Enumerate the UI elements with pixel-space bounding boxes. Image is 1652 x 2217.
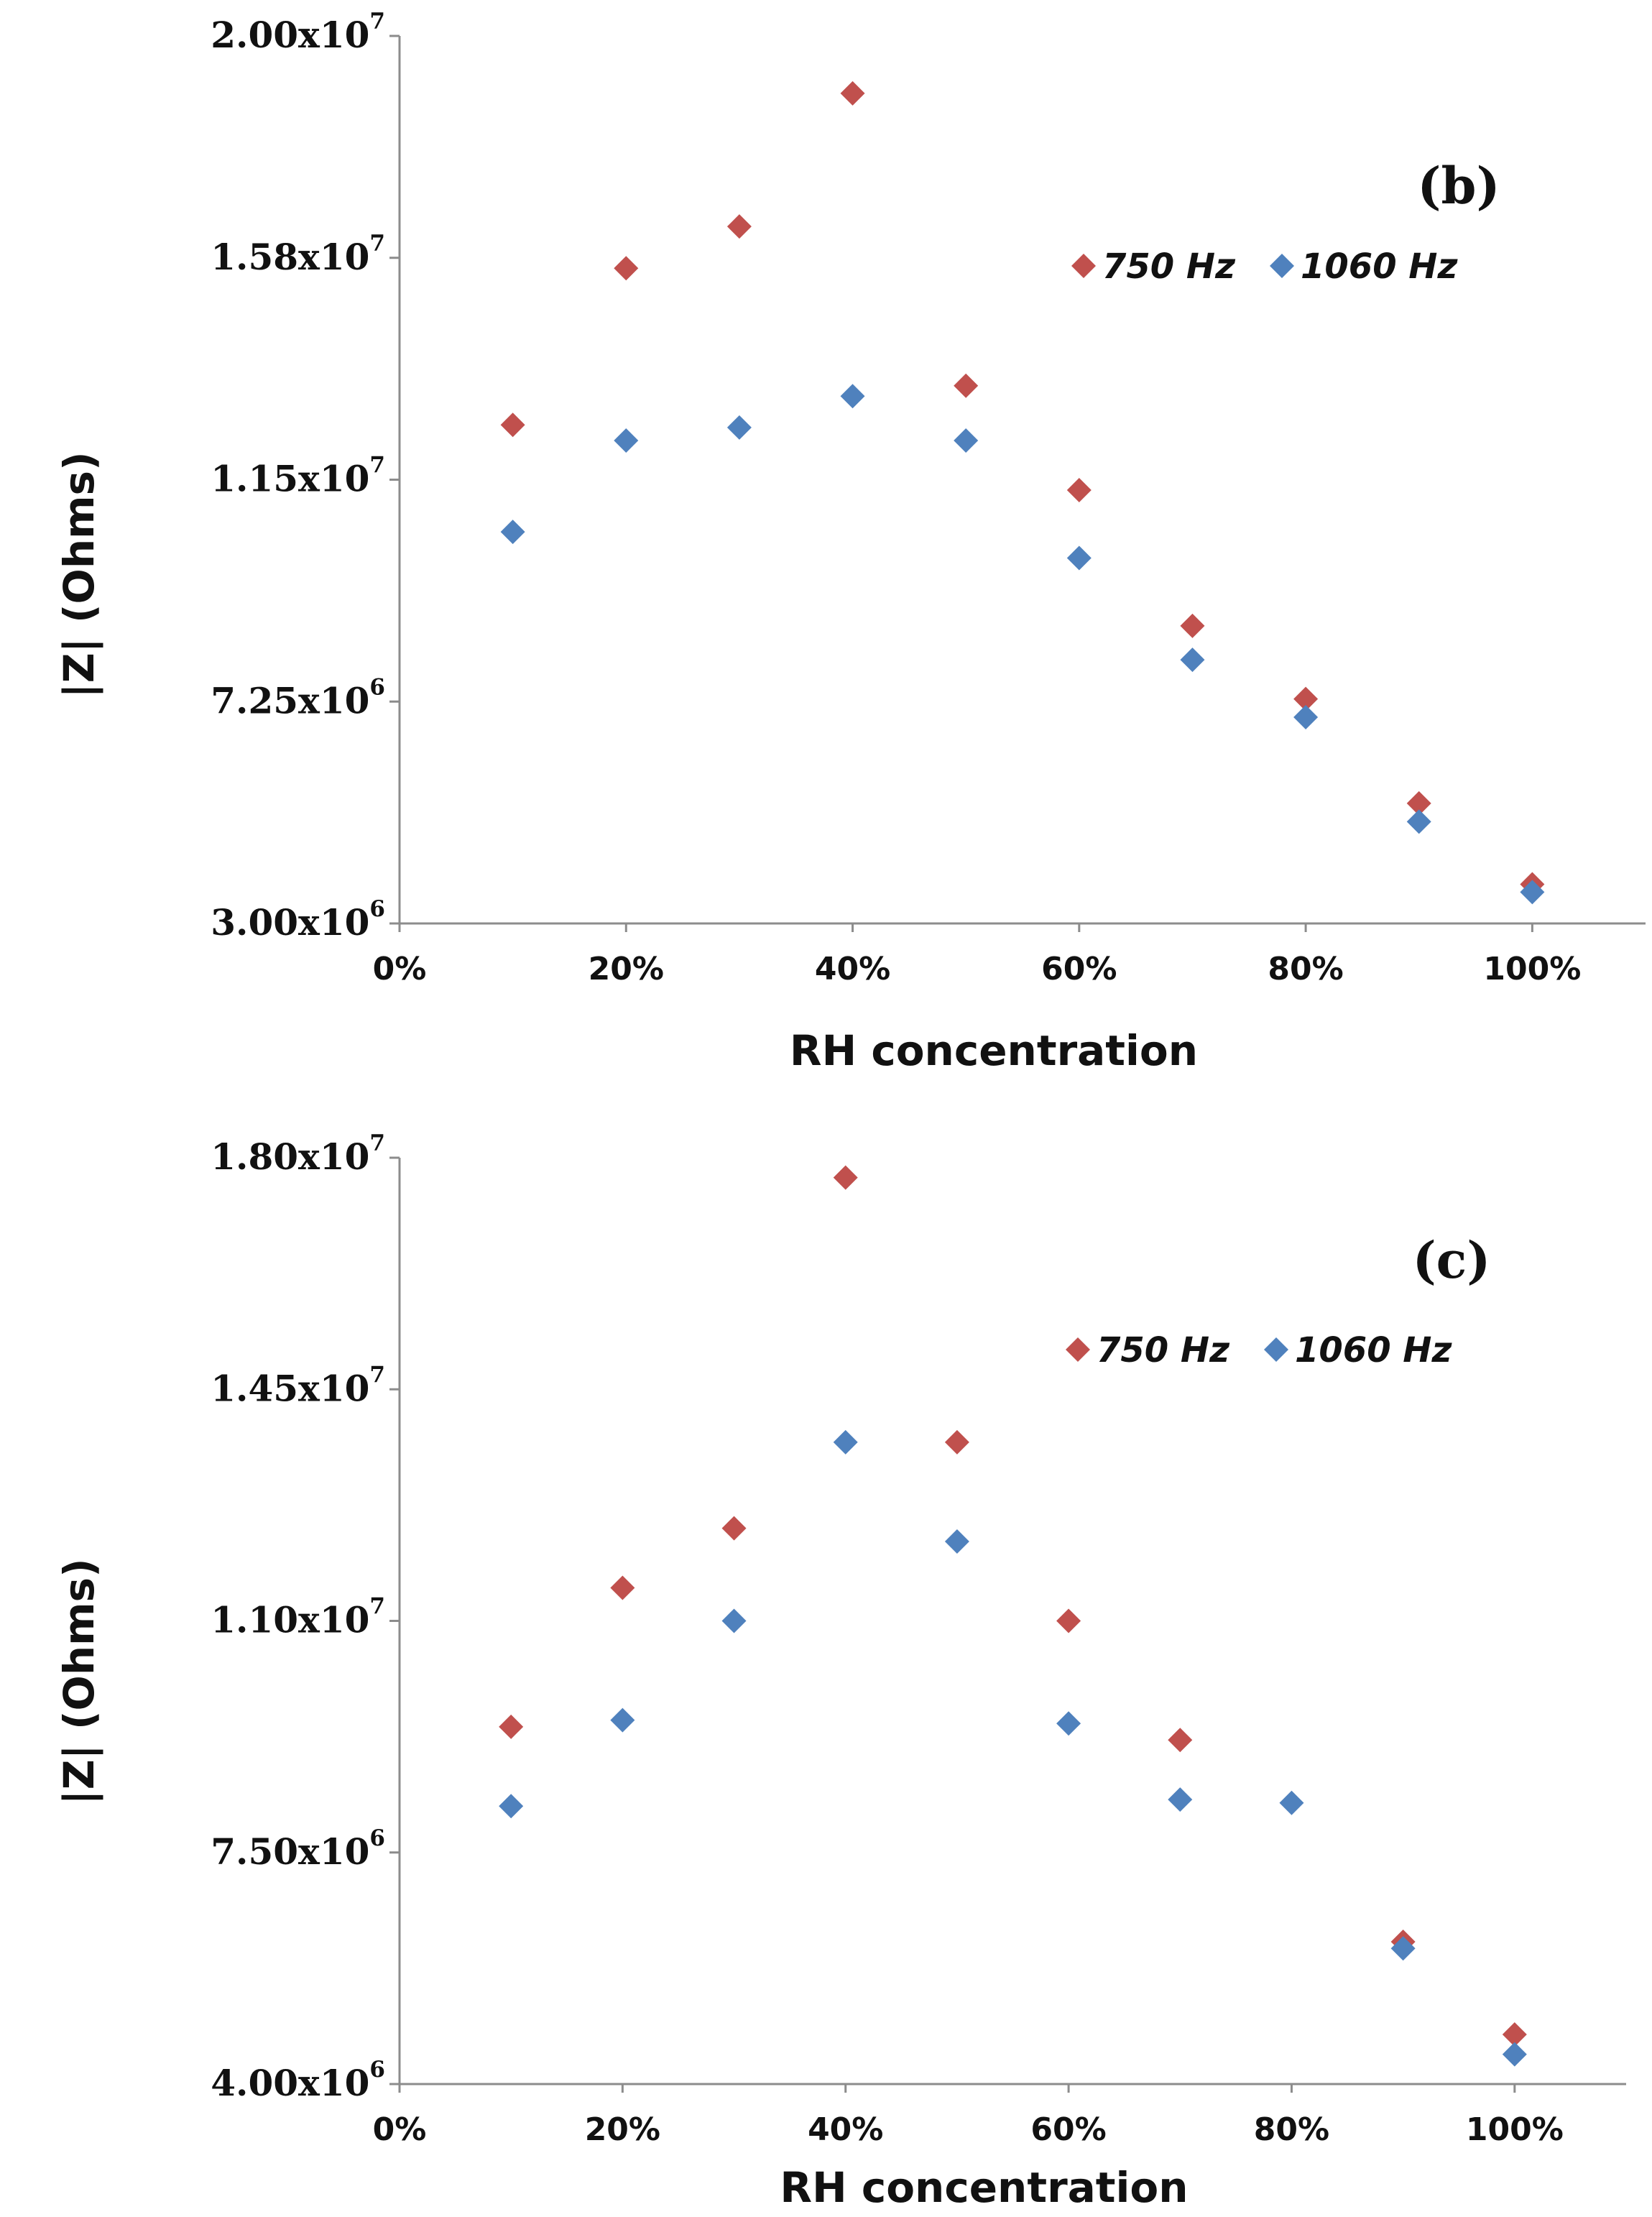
- panel-label: (b): [1417, 156, 1500, 216]
- data-point: [944, 1429, 969, 1455]
- series-1060-hz: [499, 1429, 1527, 2067]
- data-point: [833, 1429, 858, 1455]
- legend-marker: [1066, 1337, 1090, 1362]
- data-point: [1066, 478, 1092, 503]
- x-tick-label: 60%: [1041, 951, 1117, 987]
- data-point: [1390, 1936, 1416, 1961]
- x-tick-label: 100%: [1466, 2111, 1564, 2148]
- data-point: [1520, 880, 1545, 905]
- legend-marker: [1270, 254, 1294, 278]
- y-tick-label: 1.15x107: [211, 453, 385, 500]
- data-point: [1406, 809, 1431, 834]
- data-point: [726, 415, 752, 440]
- panel-label: (c): [1413, 1230, 1491, 1290]
- data-point: [954, 428, 979, 453]
- data-point: [954, 373, 979, 398]
- y-tick-label: 4.00x106: [211, 2057, 385, 2104]
- data-point: [1406, 791, 1431, 816]
- x-tick-label: 40%: [815, 951, 890, 987]
- data-point: [500, 412, 525, 438]
- series-1060-hz: [500, 384, 1545, 905]
- data-point: [499, 1794, 524, 1819]
- x-axis-title: RH concentration: [790, 1026, 1198, 1075]
- y-tick-label: 7.50x106: [211, 1825, 385, 1873]
- y-tick-label: 1.80x107: [211, 1130, 385, 1178]
- data-point: [840, 80, 865, 106]
- y-tick-label: 1.45x107: [211, 1362, 385, 1409]
- legend-marker: [1071, 254, 1096, 278]
- x-axis-title: RH concentration: [780, 2163, 1188, 2212]
- chart-panel-1: 4.00x106 7.50x106 1.10x107 1.45x107 1.80x107…: [55, 1130, 1626, 2212]
- data-point: [1168, 1787, 1193, 1812]
- x-tick-label: 0%: [373, 2111, 427, 2148]
- y-axis-title: |Z| (Ohms): [55, 451, 103, 698]
- data-point: [614, 428, 639, 453]
- x-tick-label: 80%: [1254, 2111, 1329, 2148]
- x-tick-label: 100%: [1483, 951, 1581, 987]
- data-point: [500, 520, 525, 545]
- y-axis-title: |Z| (Ohms): [55, 1558, 103, 1805]
- legend: 750 Hz 1060 Hz: [1071, 246, 1458, 287]
- x-tick-label: 20%: [585, 2111, 660, 2148]
- legend-label: 1060 Hz: [1295, 1330, 1452, 1370]
- y-tick-label: 3.00x106: [211, 896, 385, 944]
- data-point: [721, 1516, 747, 1541]
- data-point: [1168, 1728, 1193, 1753]
- data-point: [499, 1714, 524, 1739]
- data-point: [1180, 613, 1205, 638]
- x-tick-label: 60%: [1030, 2111, 1106, 2148]
- data-point: [840, 384, 865, 409]
- data-point: [1293, 686, 1319, 711]
- x-tick-label: 20%: [589, 951, 664, 987]
- data-point: [610, 1575, 635, 1600]
- legend-label: 750 Hz: [1102, 246, 1236, 287]
- data-point: [944, 1529, 969, 1554]
- series-750-hz: [499, 1165, 1527, 2047]
- y-tick-label: 1.10x107: [211, 1594, 385, 1641]
- data-point: [1056, 1711, 1081, 1736]
- data-point: [721, 1608, 747, 1633]
- data-point: [614, 256, 639, 281]
- legend-label: 750 Hz: [1097, 1330, 1230, 1370]
- data-point: [1279, 1790, 1304, 1815]
- data-point: [1056, 1608, 1081, 1633]
- chart-panel-0: 3.00x106 7.25x106 1.15x107 1.58x107 2.00x107…: [55, 9, 1646, 1075]
- data-point: [1502, 2022, 1527, 2047]
- y-tick-label: 7.25x106: [211, 674, 385, 722]
- data-point: [1502, 2042, 1527, 2067]
- data-point: [1293, 705, 1319, 730]
- legend-label: 1060 Hz: [1301, 246, 1458, 287]
- x-tick-label: 40%: [808, 2111, 883, 2148]
- data-point: [610, 1707, 635, 1733]
- data-point: [1180, 647, 1205, 673]
- x-tick-label: 0%: [373, 951, 427, 987]
- data-point: [1066, 545, 1092, 571]
- legend: 750 Hz 1060 Hz: [1066, 1330, 1452, 1370]
- y-tick-label: 1.58x107: [211, 231, 385, 278]
- y-tick-label: 2.00x107: [211, 9, 385, 56]
- legend-marker: [1264, 1337, 1288, 1362]
- data-point: [833, 1165, 858, 1190]
- series-750-hz: [500, 80, 1545, 897]
- data-point: [726, 214, 752, 239]
- x-tick-label: 80%: [1268, 951, 1343, 987]
